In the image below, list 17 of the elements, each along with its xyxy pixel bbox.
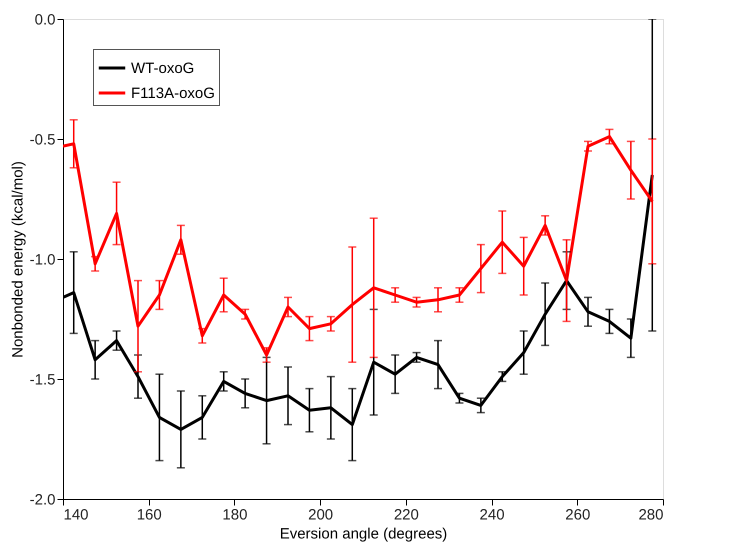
- x-tick-label: 220: [394, 506, 419, 524]
- x-tick-label: 200: [308, 506, 334, 524]
- legend-label: F113A-oxoG: [131, 85, 215, 102]
- x-tick-label: 160: [136, 506, 162, 524]
- x-tick-label: 280: [638, 506, 664, 524]
- y-tick-label: -1.0: [30, 252, 56, 268]
- x-tick-label: 260: [565, 506, 590, 524]
- y-tick-label: -2.0: [30, 492, 56, 508]
- y-tick-label: -0.5: [30, 132, 56, 148]
- y-tick-label: -1.5: [30, 372, 56, 388]
- y-tick-label: 0.0: [34, 12, 56, 28]
- x-tick-label: 140: [64, 506, 89, 524]
- x-tick-label: 180: [222, 506, 248, 524]
- x-axis-title: Eversion angle (degrees): [280, 526, 448, 542]
- legend-label: WT-oxoG: [131, 60, 194, 77]
- x-tick-label: 240: [480, 506, 505, 524]
- y-axis-title: Nonbonded energy (kcal/mol): [10, 161, 27, 358]
